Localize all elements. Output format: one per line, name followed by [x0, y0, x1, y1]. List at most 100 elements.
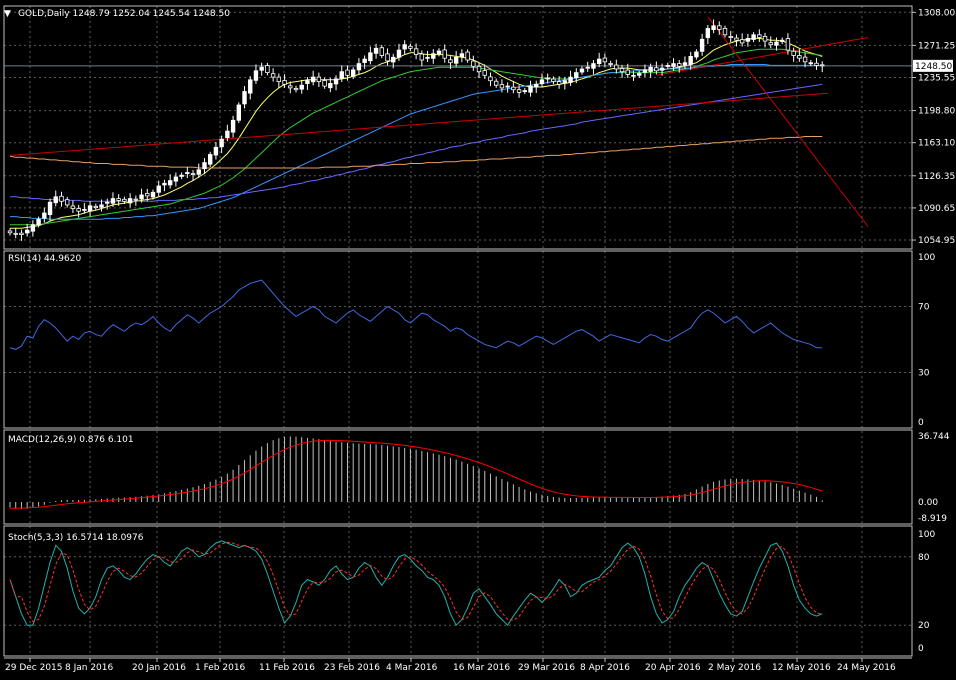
- candle-body: [596, 58, 602, 64]
- candle-body: [671, 63, 676, 67]
- candle-body: [722, 27, 728, 36]
- candle-body: [751, 34, 756, 40]
- candle-body: [762, 36, 768, 42]
- candle-body: [499, 84, 505, 89]
- candle-body: [408, 45, 413, 49]
- candle-body: [482, 70, 487, 76]
- candle-body: [814, 62, 819, 66]
- candle-body: [471, 60, 476, 67]
- candle-body: [305, 80, 310, 84]
- candle-body: [333, 78, 339, 85]
- candle-body: [339, 71, 344, 79]
- x-tick-label: 1 Feb 2016: [195, 663, 246, 673]
- candle-body: [350, 69, 356, 77]
- rsi-y-tick-label: 100: [918, 253, 935, 263]
- pane-border-stoch: [3, 525, 913, 657]
- candle-body: [122, 198, 127, 202]
- candle-body: [162, 182, 167, 186]
- candle-body: [413, 48, 419, 56]
- candle-body: [734, 37, 739, 41]
- candle-body: [139, 194, 144, 200]
- x-tick-label: 23 Feb 2016: [324, 663, 380, 673]
- candle-body: [556, 81, 562, 85]
- candle-body: [110, 198, 116, 204]
- candle-body: [145, 192, 150, 197]
- candle-body: [694, 51, 699, 58]
- candle-body: [534, 83, 539, 88]
- candle-body: [665, 65, 670, 67]
- candle-body: [745, 38, 751, 42]
- macd-y-tick-label: -8.919: [918, 514, 947, 524]
- main-y-tick-label: 1235.55: [918, 74, 955, 84]
- candle-body: [373, 47, 379, 54]
- stoch-signal-line: [9, 541, 823, 623]
- candle-body: [173, 176, 179, 182]
- candle-body: [265, 65, 270, 74]
- candle-body: [213, 146, 219, 156]
- main-y-tick-label: 1271.25: [918, 41, 955, 51]
- candle-body: [99, 204, 104, 208]
- main-y-tick-label: 1198.80: [918, 107, 955, 117]
- candle-body: [150, 191, 156, 198]
- candle-body: [591, 63, 596, 69]
- candle-body: [614, 64, 619, 70]
- symbol-header: GOLD,Daily 1248.79 1252.04 1245.54 1248.…: [18, 9, 230, 19]
- x-tick-label: 4 Mar 2016: [386, 663, 438, 673]
- candle-body: [448, 59, 453, 64]
- rsi-title: RSI(14) 44.9620: [8, 254, 81, 264]
- ma-line: [10, 48, 823, 226]
- candle-body: [207, 154, 213, 165]
- main-y-tick-label: 1163.10: [918, 139, 955, 149]
- x-tick-label: 2 May 2016: [708, 663, 761, 673]
- candle-body: [190, 173, 196, 175]
- candle-body: [631, 74, 636, 77]
- candle-body: [476, 65, 482, 73]
- candle-body: [328, 83, 333, 89]
- candle-body: [574, 72, 579, 79]
- rsi-y-tick-label: 30: [918, 369, 930, 379]
- candle-body: [717, 25, 722, 30]
- trendline: [9, 92, 828, 156]
- candle-body: [780, 39, 785, 42]
- candle-body: [316, 76, 322, 82]
- candle-body: [568, 76, 573, 83]
- stoch-y-tick-label: 20: [918, 621, 930, 631]
- x-tick-label: 20 Apr 2016: [645, 663, 701, 673]
- macd-y-tick-label: 36.744: [918, 432, 950, 442]
- ma-line: [10, 64, 823, 220]
- candle-body: [196, 169, 201, 175]
- candle-body: [116, 198, 121, 201]
- ma-line: [9, 136, 823, 169]
- candle-body: [322, 80, 327, 87]
- candle-body: [185, 172, 190, 174]
- candle-body: [385, 53, 390, 62]
- candle-body: [797, 55, 802, 59]
- candle-body: [585, 66, 590, 69]
- candle-body: [36, 218, 41, 226]
- main-header: ▼ GOLD,Daily 1248.79 1252.04 1245.54 124…: [4, 9, 230, 19]
- candle-body: [528, 85, 533, 93]
- candle-body: [53, 196, 58, 204]
- candle-body: [579, 68, 585, 73]
- candle-body: [202, 162, 207, 170]
- stoch-main-line: [9, 540, 823, 627]
- current-price-tag: 1248.50: [913, 59, 953, 72]
- x-tick-label: 20 Jan 2016: [132, 663, 186, 673]
- candle-body: [539, 79, 545, 85]
- rsi-y-tick-label: 0: [918, 418, 924, 428]
- candle-body: [488, 76, 493, 82]
- candle-body: [688, 56, 693, 65]
- candle-body: [757, 34, 762, 38]
- candle-body: [82, 208, 87, 211]
- candle-body: [768, 42, 773, 46]
- candle-body: [728, 36, 733, 38]
- candle-body: [345, 69, 350, 76]
- candle-body: [167, 180, 173, 186]
- candle-body: [282, 80, 287, 85]
- candle-body: [13, 232, 18, 235]
- candle-body: [87, 205, 93, 212]
- candle-body: [774, 41, 779, 46]
- collapse-arrow-icon[interactable]: ▼: [4, 9, 11, 19]
- candle-body: [270, 73, 276, 78]
